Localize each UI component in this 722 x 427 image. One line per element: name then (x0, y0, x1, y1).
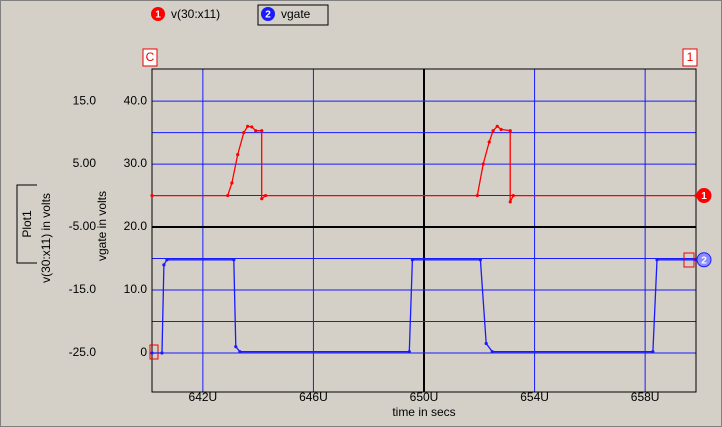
x-tick-label: 658U (631, 390, 660, 404)
point (508, 129, 512, 133)
point (238, 350, 242, 354)
point (246, 124, 250, 128)
legend-label: v(30:x11) (171, 7, 220, 21)
legend-label: vgate (281, 7, 311, 21)
legend-marker (261, 7, 275, 21)
point (511, 193, 515, 198)
point (491, 129, 495, 133)
y2-tick-label: 40.0 (124, 93, 148, 107)
point (495, 124, 499, 128)
point (150, 351, 154, 355)
point (254, 129, 258, 133)
x-tick-label: 646U (299, 390, 328, 404)
corner-label: 1 (687, 50, 694, 64)
x-tick-label: 650U (410, 390, 439, 404)
point (407, 350, 411, 354)
legend-marker (151, 7, 165, 21)
trace-end-label: 1 (701, 191, 707, 202)
plot-bracket (16, 184, 37, 264)
y2-tick-label: 30.0 (124, 156, 148, 170)
trace-end-marker (696, 188, 712, 204)
y-tick-label: -5.00 (69, 219, 97, 233)
point (260, 129, 264, 133)
point (490, 350, 494, 354)
y2-tick-label: 10.0 (124, 282, 148, 296)
point (236, 153, 240, 157)
corner-box (682, 48, 698, 67)
corner-label: C (146, 50, 155, 64)
point (230, 181, 234, 185)
y-tick-label: 5.00 (73, 156, 97, 170)
legend-marker-label: 2 (265, 10, 271, 21)
point (264, 193, 268, 198)
point (478, 258, 482, 262)
x-tick-label: 642U (189, 390, 218, 404)
point (484, 341, 488, 346)
y-axis-label: v(30:x11) in volts (39, 193, 53, 283)
point (655, 258, 659, 262)
trace-end-label: 2 (701, 255, 707, 266)
point (475, 193, 479, 198)
corner-box (142, 48, 158, 67)
x-axis-label: time in secs (392, 405, 455, 419)
traces (150, 124, 698, 355)
y2-tick-label: 0 (140, 345, 147, 359)
point (487, 140, 491, 144)
point (232, 258, 236, 262)
point (165, 258, 169, 262)
point (651, 350, 655, 354)
y-tick-label: -15.0 (69, 282, 97, 296)
y2-tick-label: 20.0 (124, 219, 148, 233)
point (508, 200, 512, 204)
legend-box (257, 4, 329, 26)
x-tick-label: 654U (520, 390, 549, 404)
legend-marker-label: 1 (155, 10, 161, 21)
point (150, 193, 154, 198)
y-tick-label: -25.0 (69, 345, 97, 359)
grid (152, 69, 696, 392)
y2-axis-label: vgate in volts (95, 191, 109, 261)
plot-label: Plot1 (20, 210, 34, 238)
trace-end-marker (696, 252, 712, 268)
point (250, 125, 254, 129)
point (160, 351, 164, 355)
point (260, 197, 264, 201)
axis-marker (149, 344, 159, 360)
point (242, 130, 246, 135)
plot-border (151, 68, 697, 393)
point (410, 258, 414, 262)
y-tick-label: 15.0 (73, 93, 97, 107)
point (162, 263, 166, 267)
point (499, 127, 503, 132)
point (226, 193, 230, 198)
point (234, 345, 238, 349)
point (481, 162, 485, 166)
